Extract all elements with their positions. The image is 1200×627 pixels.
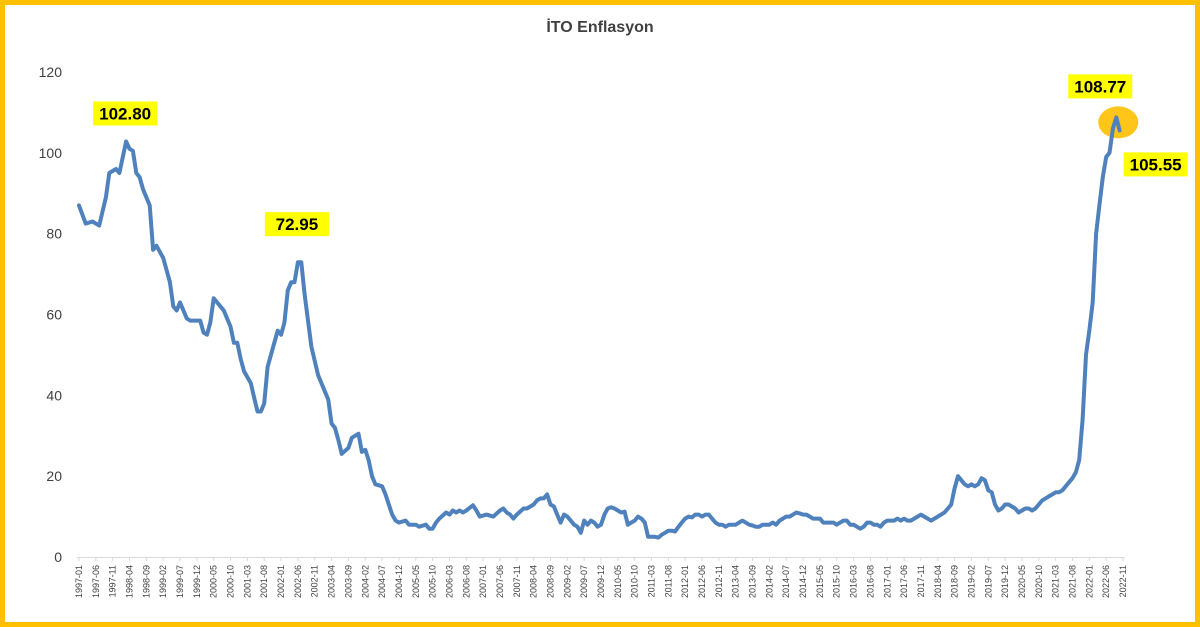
x-tick-label: 2003-04 xyxy=(327,565,337,598)
x-tick-label: 2012-11 xyxy=(714,565,724,597)
x-tick-label: 2013-09 xyxy=(748,565,758,598)
x-tick-label: 1997-01 xyxy=(74,565,84,598)
y-tick-label: 60 xyxy=(46,307,62,323)
data-label-box xyxy=(264,212,329,237)
x-tick-label: 2022-01 xyxy=(1084,565,1094,598)
y-tick-label: 120 xyxy=(39,64,63,80)
y-tick-label: 80 xyxy=(46,226,62,242)
x-tick-label: 2004-02 xyxy=(360,565,370,598)
x-tick-label: 2015-05 xyxy=(815,565,825,598)
y-tick-label: 20 xyxy=(46,468,62,484)
annotations-layer: 102.80 72.95 108.77 105.55 xyxy=(93,74,1188,237)
x-tick-label: 1999-02 xyxy=(158,565,168,598)
x-tick-label: 2016-03 xyxy=(849,565,859,598)
x-tick-label: 1999-12 xyxy=(192,565,202,598)
chart-title: İTO Enflasyon xyxy=(546,19,654,36)
x-tick-label: 2011-03 xyxy=(647,565,657,597)
data-label: 108.77 xyxy=(1074,77,1126,96)
x-tick-label: 2008-09 xyxy=(545,565,555,598)
x-tick-label: 2007-01 xyxy=(478,565,488,598)
x-tick-label: 2015-10 xyxy=(832,565,842,598)
data-label: 105.55 xyxy=(1130,155,1182,174)
x-tick-label: 2021-08 xyxy=(1067,565,1077,598)
x-tick-label: 2014-12 xyxy=(798,565,808,598)
x-tick-label: 2007-06 xyxy=(495,565,505,598)
x-tick-label: 1997-06 xyxy=(91,565,101,598)
y-tick-label: 100 xyxy=(39,145,63,161)
x-tick-label: 2006-03 xyxy=(444,565,454,598)
x-tick-label: 2010-10 xyxy=(630,565,640,598)
x-tick-label: 2004-07 xyxy=(377,565,387,598)
x-tick-label: 2006-08 xyxy=(461,565,471,598)
x-tick-label: 2014-02 xyxy=(764,565,774,598)
x-tick-label: 2002-11 xyxy=(310,565,320,597)
x-tick-label: 2017-06 xyxy=(899,565,909,598)
x-tick-label: 2020-05 xyxy=(1017,565,1027,598)
x-tick-label: 2020-10 xyxy=(1034,565,1044,598)
x-tick-label: 2016-08 xyxy=(865,565,875,598)
x-tick-label: 2022-11 xyxy=(1118,565,1128,597)
x-tick-label: 2018-09 xyxy=(950,565,960,598)
x-tick-label: 2002-01 xyxy=(276,565,286,598)
x-tick-label: 2013-04 xyxy=(731,565,741,598)
data-label-box xyxy=(1123,152,1188,177)
data-label: 72.95 xyxy=(276,215,319,234)
x-tick-label: 2012-01 xyxy=(680,565,690,598)
y-axis: 0 20 40 60 80 100 120 xyxy=(39,64,63,565)
x-tick-label: 2000-05 xyxy=(209,565,219,598)
y-tick-label: 40 xyxy=(46,387,62,403)
series-line xyxy=(77,115,1122,540)
data-label-box xyxy=(1068,74,1133,99)
x-tick-label: 2022-06 xyxy=(1101,565,1111,598)
series-layer xyxy=(77,115,1122,540)
x-tick-label: 2001-08 xyxy=(259,565,269,598)
x-tick-label: 2008-04 xyxy=(529,565,539,598)
x-tick-label: 2011-08 xyxy=(663,565,673,597)
x-tick-label: 2005-05 xyxy=(411,565,421,598)
y-tick-label: 0 xyxy=(54,549,62,565)
x-tick-label: 2014-07 xyxy=(781,565,791,598)
x-tick-label: 2010-05 xyxy=(613,565,623,598)
x-tick-label: 1997-11 xyxy=(108,565,118,597)
x-tick-label: 2019-07 xyxy=(983,565,993,598)
x-tick-label: 2001-03 xyxy=(242,565,252,598)
x-tick-label: 2017-11 xyxy=(916,565,926,597)
x-tick-label: 2000-10 xyxy=(226,565,236,598)
x-tick-label: 1998-04 xyxy=(125,565,135,598)
x-tick-label: 2002-06 xyxy=(293,565,303,598)
x-tick-label: 1998-09 xyxy=(141,565,151,598)
x-tick-label: 2017-01 xyxy=(882,565,892,598)
x-axis: 1997-01 1997-06 1997-11 1998-04 1998-09 1999-… xyxy=(74,557,1128,598)
data-label: 102.80 xyxy=(99,105,151,124)
x-tick-label: 2005-10 xyxy=(428,565,438,598)
x-tick-label: 2009-02 xyxy=(562,565,572,598)
x-tick-label: 2012-06 xyxy=(697,565,707,598)
x-tick-label: 2009-07 xyxy=(579,565,589,598)
x-tick-label: 2004-12 xyxy=(394,565,404,598)
x-tick-label: 2009-12 xyxy=(596,565,606,598)
data-label-box xyxy=(93,101,158,126)
x-tick-label: 2018-04 xyxy=(933,565,943,598)
x-tick-label: 2019-02 xyxy=(966,565,976,598)
x-tick-label: 2007-11 xyxy=(512,565,522,597)
x-tick-label: 2019-12 xyxy=(1000,565,1010,598)
x-tick-label: 2003-09 xyxy=(343,565,353,598)
x-tick-label: 1999-07 xyxy=(175,565,185,598)
x-tick-label: 2021-03 xyxy=(1051,565,1061,598)
